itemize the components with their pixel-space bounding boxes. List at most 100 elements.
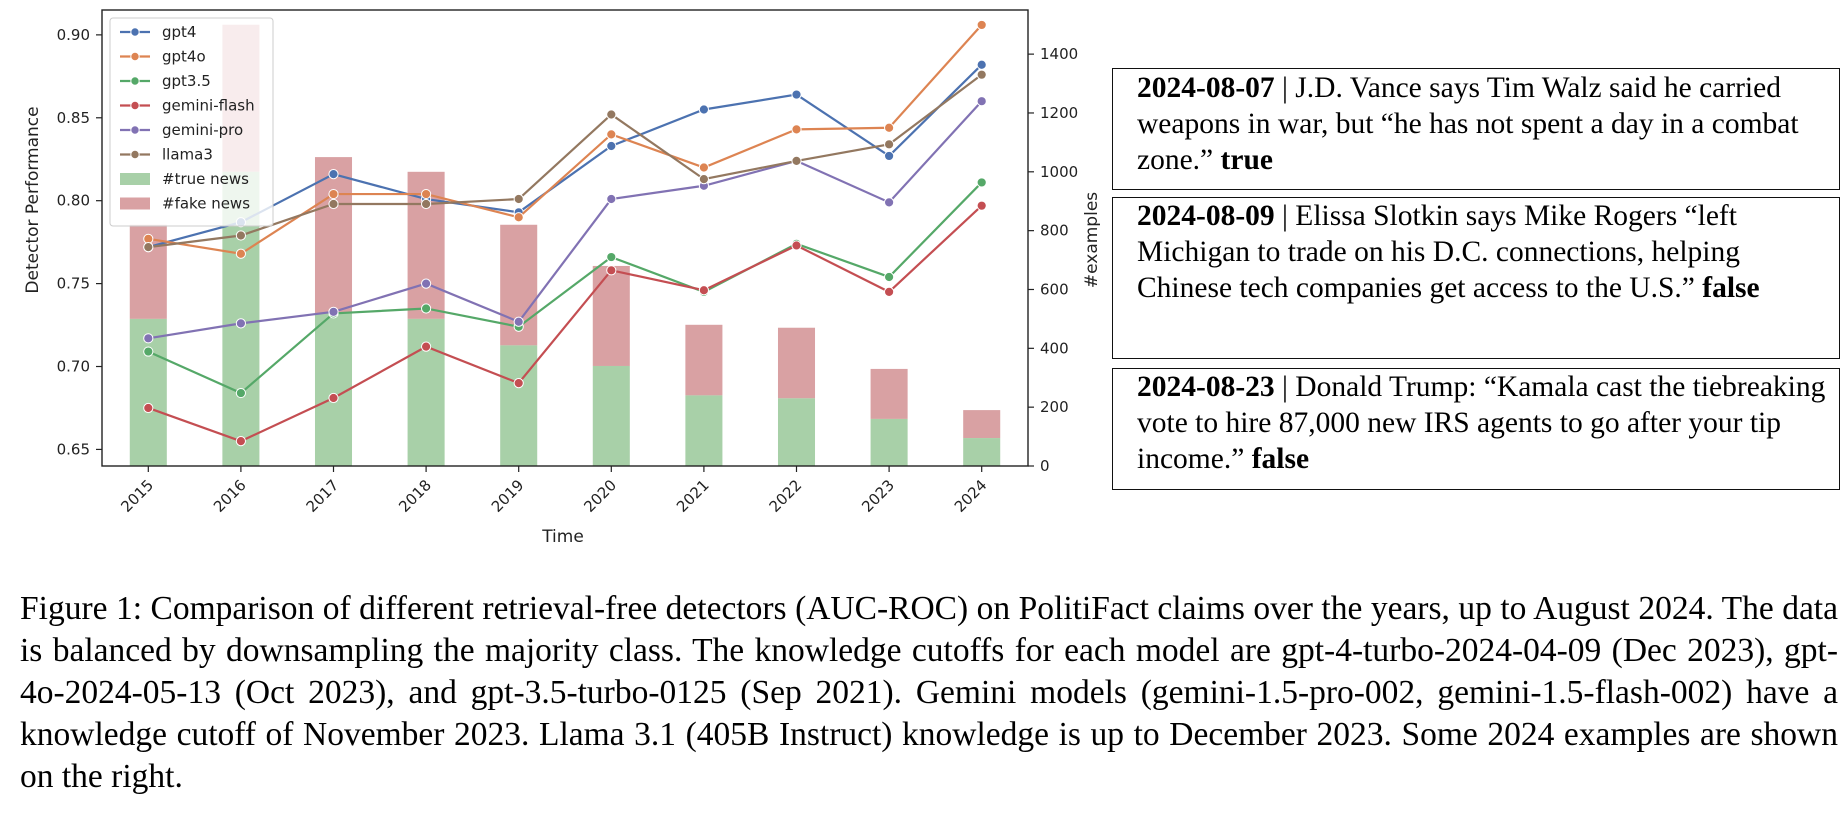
bar-fake-news [592, 265, 630, 366]
data-point-llama3 [976, 69, 987, 80]
bar-true-news [870, 418, 908, 466]
data-point-llama3 [328, 198, 339, 210]
data-point-gemini-flash [698, 285, 710, 296]
data-point-gemini-pro [513, 316, 524, 327]
series-line-llama3 [148, 73, 983, 249]
x-tick-label: 2019 [488, 476, 528, 516]
y2-tick-label: 1000 [1040, 163, 1078, 181]
legend: gpt4 gpt4o gpt3.5 gemini-flash gemini-pro lla… [109, 17, 274, 227]
claim-text: | Elissa Slotkin says Mike Rogers “left … [1137, 200, 1741, 304]
claim-date: 2024-08-07 [1137, 72, 1275, 104]
claim-label: true [1220, 144, 1273, 176]
data-point-gemini-flash [976, 200, 987, 211]
bar-fake-news [777, 327, 816, 399]
legend-marker-gpt3.5 [130, 76, 140, 86]
x-tick-label: 2024 [951, 476, 991, 516]
data-point-gpt4 [606, 140, 617, 152]
data-point-gemini-pro [606, 193, 617, 205]
data-point-llama3 [143, 242, 154, 253]
legend-marker-llama3 [130, 149, 140, 160]
data-point-gpt4o [791, 124, 802, 135]
series-line-gpt3.5 [147, 181, 983, 395]
plot-frame [101, 9, 1029, 467]
data-point-gpt4o [513, 212, 524, 223]
data-point-gpt4o [235, 248, 246, 259]
lines-layer [143, 19, 987, 447]
y-tick-label: 0.85 [57, 109, 90, 127]
y2-tick-label: 200 [1040, 398, 1069, 416]
legend-marker-gemini-flash [130, 100, 140, 111]
data-point-gpt4o [698, 162, 710, 173]
data-point-gemini-flash [513, 377, 524, 389]
data-point-gpt3.5 [976, 177, 987, 188]
y-tick-label: 0.65 [57, 440, 90, 458]
data-point-gemini-flash [235, 436, 246, 447]
data-point-gpt4o [884, 122, 895, 133]
series-line-gemini-flash [147, 204, 983, 443]
claim-date: 2024-08-23 [1137, 371, 1275, 403]
figure-caption: Figure 1: Comparison of different retrie… [20, 590, 1838, 795]
legend-label: #true news [162, 170, 249, 188]
data-point-gpt3.5 [606, 251, 617, 263]
x-tick-label: 2016 [210, 476, 250, 516]
claim-date: 2024-08-09 [1137, 200, 1275, 232]
data-point-gemini-pro [143, 333, 154, 344]
data-point-llama3 [791, 155, 802, 166]
data-point-gemini-pro [235, 318, 246, 329]
legend-label: llama3 [162, 146, 213, 164]
claim-box-1: 2024-08-07 | J.D. Vance says Tim Walz sa… [1112, 68, 1840, 190]
legend-swatch [120, 173, 150, 185]
data-point-gpt4 [976, 59, 987, 70]
bar-true-news [407, 318, 445, 466]
data-point-gpt4o [421, 188, 432, 200]
bar-true-news [963, 438, 1001, 466]
x-tick-label: 2018 [395, 476, 435, 516]
y-tick-label: 0.75 [57, 275, 90, 293]
data-point-llama3 [698, 174, 710, 185]
x-tick-label: 2020 [580, 476, 620, 516]
bar-fake-news [314, 157, 353, 314]
data-point-gpt4o [976, 19, 987, 31]
legend-label: gpt3.5 [162, 72, 211, 90]
data-point-llama3 [884, 139, 895, 150]
y2-tick-label: 800 [1040, 222, 1069, 240]
claim-label: false [1702, 272, 1760, 304]
performance-chart: 0.65 0.70 0.75 0.80 0.85 0.90 0 200 400 600 800 100… [23, 9, 1100, 547]
legend-swatch [120, 197, 150, 210]
legend-marker-gemini-pro [130, 125, 140, 135]
legend-box [109, 17, 274, 227]
bar-true-news [685, 395, 723, 466]
x-axis-label: Time [541, 527, 584, 547]
bar-fake-news [963, 410, 1001, 439]
legend-marker-gpt4o [130, 51, 140, 62]
claim-label: false [1251, 443, 1310, 475]
y-axis-label: Detector Performance [23, 106, 43, 293]
y-tick-label: 0.70 [57, 358, 90, 376]
data-point-llama3 [235, 230, 246, 241]
x-tick-label: 2023 [858, 476, 898, 516]
data-point-gemini-flash [143, 402, 154, 414]
legend-label: gemini-pro [162, 121, 243, 139]
data-point-gpt3.5 [235, 387, 246, 399]
data-point-gpt3.5 [421, 303, 432, 314]
data-point-gpt4 [884, 150, 895, 162]
data-point-gemini-flash [421, 341, 432, 352]
y2-tick-label: 0 [1040, 457, 1050, 475]
series-line-gemini-pro [148, 100, 983, 340]
data-point-gpt4o [328, 188, 339, 200]
bar-true-news [500, 345, 538, 466]
data-point-gemini-pro [884, 197, 895, 208]
claim-box-2: 2024-08-09 | Elissa Slotkin says Mike Ro… [1112, 197, 1840, 359]
data-point-gpt4 [791, 89, 802, 100]
bar-true-news [777, 398, 816, 466]
data-point-gpt3.5 [884, 271, 895, 283]
data-point-llama3 [513, 193, 524, 205]
data-point-gpt4 [328, 169, 339, 180]
data-point-gemini-pro [421, 278, 432, 289]
data-point-llama3 [421, 198, 432, 210]
data-point-gpt4o [606, 129, 617, 140]
y2-axis-label: #examples [1082, 192, 1100, 288]
series-line-gpt4o [148, 24, 983, 255]
legend-marker-gpt4 [130, 27, 140, 37]
y-tick-label: 0.80 [57, 192, 90, 210]
